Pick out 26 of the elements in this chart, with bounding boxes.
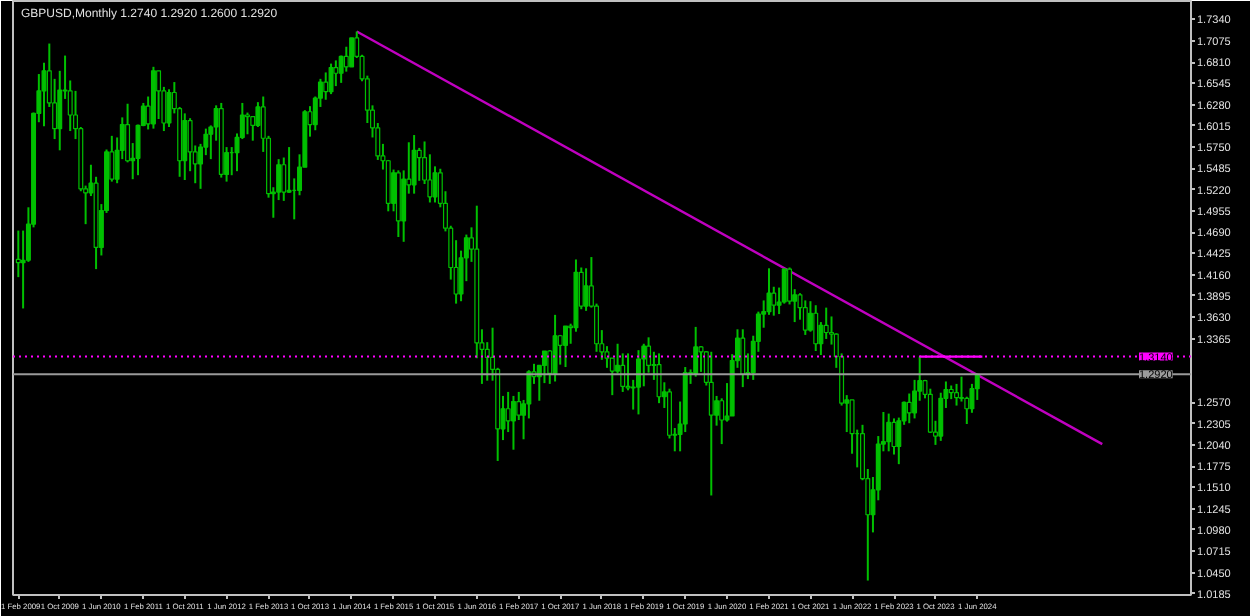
candlestick [343, 45, 349, 73]
candlestick [906, 392, 912, 425]
candlestick [813, 304, 819, 352]
candlestick [708, 350, 714, 497]
candlestick [328, 62, 334, 96]
candlestick [510, 394, 516, 451]
candlestick [693, 325, 699, 378]
candlestick [349, 36, 355, 68]
candlestick [333, 59, 339, 88]
candlestick [563, 325, 568, 369]
candlestick [656, 352, 662, 405]
candlestick [166, 88, 172, 129]
candlestick [636, 349, 641, 416]
candlestick [802, 299, 808, 336]
candlestick [891, 417, 897, 456]
candlestick [954, 382, 960, 407]
candlestick [338, 54, 344, 84]
candlestick [740, 328, 746, 389]
candlestick [557, 333, 563, 366]
candlestick [182, 112, 188, 181]
candlestick [323, 71, 329, 101]
candlestick [886, 412, 892, 453]
candlestick [552, 313, 558, 383]
candlestick [411, 134, 417, 195]
candlestick [620, 352, 626, 393]
candlestick [244, 111, 250, 136]
